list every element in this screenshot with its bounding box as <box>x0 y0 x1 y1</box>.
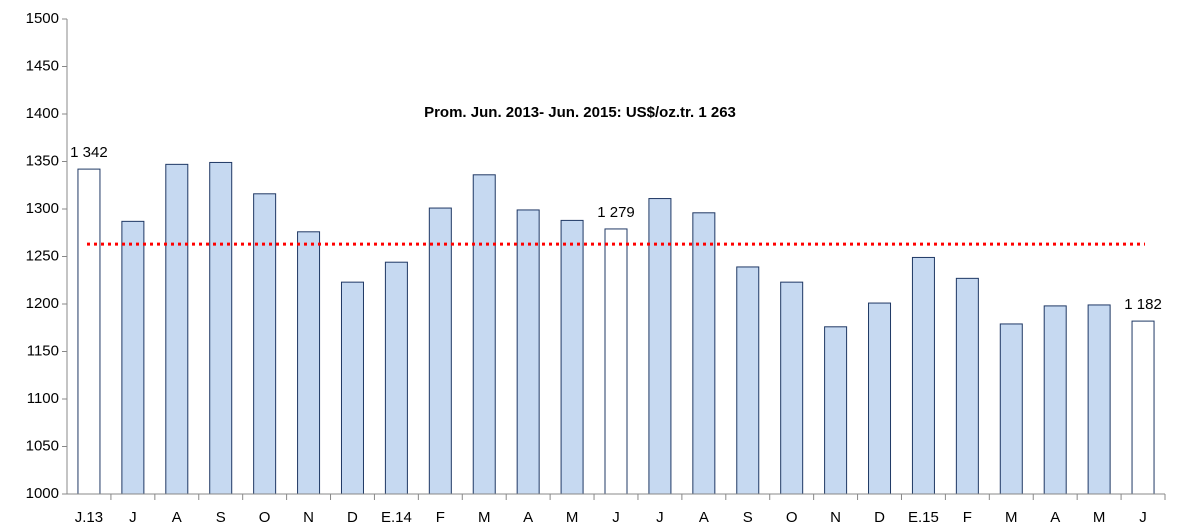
x-tick-label: M <box>566 509 579 526</box>
x-tick-label: S <box>743 509 753 526</box>
y-tick-label: 1050 <box>26 437 59 454</box>
bar <box>999 323 1023 495</box>
bar <box>165 163 189 495</box>
x-tick-label: A <box>172 509 182 526</box>
x-tick-label: A <box>699 509 709 526</box>
bar <box>955 277 979 495</box>
bar <box>1043 305 1067 495</box>
x-tick-label: J <box>129 509 137 526</box>
x-tick-label: J <box>612 509 620 526</box>
x-tick-label: J.13 <box>75 509 103 526</box>
bar <box>209 161 233 495</box>
y-tick-label: 1350 <box>26 152 59 169</box>
bar <box>77 168 101 495</box>
x-tick-label: N <box>830 509 841 526</box>
bar <box>472 174 496 495</box>
bar <box>736 266 760 495</box>
y-tick-label: 1200 <box>26 295 59 312</box>
bar <box>1087 304 1111 495</box>
bar <box>340 281 364 495</box>
bar <box>692 212 716 495</box>
bar <box>253 193 277 495</box>
data-label: 1 342 <box>70 144 108 161</box>
x-tick-label: S <box>216 509 226 526</box>
bar <box>824 326 848 495</box>
bar <box>604 228 628 495</box>
data-label: 1 182 <box>1124 296 1162 313</box>
x-tick-label: E.15 <box>908 509 939 526</box>
average-annotation: Prom. Jun. 2013- Jun. 2015: US$/oz.tr. 1… <box>424 104 736 121</box>
bar <box>1131 320 1155 495</box>
x-tick-label: J <box>656 509 664 526</box>
x-tick-label: J <box>1139 509 1147 526</box>
x-tick-label: O <box>786 509 798 526</box>
y-tick-label: 1150 <box>27 342 59 359</box>
bar <box>868 302 892 495</box>
x-tick-label: D <box>874 509 885 526</box>
x-tick-label: M <box>1093 509 1106 526</box>
bar <box>384 261 408 495</box>
bar <box>648 198 672 495</box>
x-tick-label: D <box>347 509 358 526</box>
x-tick-label: M <box>1005 509 1018 526</box>
y-tick-label: 1500 <box>26 10 59 27</box>
x-tick-label: O <box>259 509 271 526</box>
bar <box>297 231 321 495</box>
x-tick-label: F <box>963 509 972 526</box>
y-tick-label: 1300 <box>26 200 59 217</box>
x-tick-label: M <box>478 509 491 526</box>
bar <box>516 209 540 495</box>
bar <box>121 220 145 495</box>
bar <box>560 219 584 495</box>
x-tick-label: A <box>1050 509 1060 526</box>
bar <box>911 256 935 495</box>
y-tick-label: 1250 <box>26 247 59 264</box>
x-tick-label: F <box>436 509 445 526</box>
y-tick-label: 1100 <box>27 390 59 407</box>
x-tick-label: E.14 <box>381 509 412 526</box>
x-tick-label: A <box>523 509 533 526</box>
data-label: 1 279 <box>597 204 635 221</box>
bar <box>428 207 452 495</box>
x-tick-label: N <box>303 509 314 526</box>
bar <box>780 281 804 495</box>
y-tick-label: 1400 <box>26 105 59 122</box>
y-tick-label: 1000 <box>26 485 59 502</box>
y-tick-label: 1450 <box>26 57 59 74</box>
